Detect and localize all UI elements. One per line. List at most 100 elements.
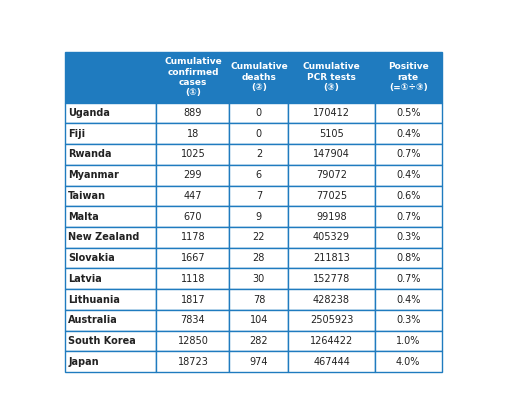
Bar xyxy=(288,123,374,144)
Text: 0.4%: 0.4% xyxy=(395,170,420,180)
Bar xyxy=(65,123,156,144)
Text: 0.7%: 0.7% xyxy=(395,274,420,284)
Text: 78: 78 xyxy=(252,294,265,304)
Text: Positive
rate
(=①÷③): Positive rate (=①÷③) xyxy=(387,63,428,92)
Text: Cumulative
PCR tests
(③): Cumulative PCR tests (③) xyxy=(302,63,360,92)
Text: 1817: 1817 xyxy=(180,294,205,304)
Bar xyxy=(65,102,156,123)
Text: 1025: 1025 xyxy=(180,150,205,160)
Bar xyxy=(229,331,288,352)
Text: 670: 670 xyxy=(183,212,202,222)
Bar xyxy=(156,102,229,123)
Bar xyxy=(65,165,156,186)
Bar xyxy=(229,102,288,123)
Text: 7: 7 xyxy=(256,191,262,201)
Text: 0.7%: 0.7% xyxy=(395,212,420,222)
Bar xyxy=(288,102,374,123)
Bar xyxy=(65,331,156,352)
Text: 0: 0 xyxy=(256,108,262,118)
Bar xyxy=(65,227,156,248)
Text: 1118: 1118 xyxy=(180,274,205,284)
Text: 28: 28 xyxy=(252,253,265,263)
Bar xyxy=(374,352,441,372)
Text: 2505923: 2505923 xyxy=(309,315,352,326)
Bar xyxy=(288,331,374,352)
Text: 6: 6 xyxy=(256,170,262,180)
Bar xyxy=(374,52,441,102)
Text: 22: 22 xyxy=(252,232,265,242)
Bar xyxy=(229,123,288,144)
Text: 99198: 99198 xyxy=(316,212,346,222)
Text: 18723: 18723 xyxy=(177,357,208,367)
Text: 2: 2 xyxy=(256,150,262,160)
Text: 5105: 5105 xyxy=(319,129,343,139)
Bar xyxy=(374,310,441,331)
Text: Australia: Australia xyxy=(68,315,118,326)
Text: Cumulative
confirmed
cases
(①): Cumulative confirmed cases (①) xyxy=(164,57,221,97)
Bar xyxy=(288,186,374,206)
Bar xyxy=(374,165,441,186)
Text: 0: 0 xyxy=(256,129,262,139)
Bar xyxy=(229,227,288,248)
Text: 428238: 428238 xyxy=(313,294,349,304)
Text: 18: 18 xyxy=(186,129,198,139)
Bar xyxy=(374,102,441,123)
Text: 405329: 405329 xyxy=(313,232,349,242)
Bar xyxy=(288,206,374,227)
Text: 1264422: 1264422 xyxy=(309,336,352,346)
Text: 889: 889 xyxy=(183,108,201,118)
Text: Cumulative
deaths
(②): Cumulative deaths (②) xyxy=(230,63,287,92)
Text: 0.3%: 0.3% xyxy=(395,315,420,326)
Text: Myanmar: Myanmar xyxy=(68,170,119,180)
Bar xyxy=(156,248,229,268)
Text: 30: 30 xyxy=(252,274,265,284)
Text: South Korea: South Korea xyxy=(68,336,136,346)
Bar xyxy=(229,165,288,186)
Text: 104: 104 xyxy=(249,315,268,326)
Bar xyxy=(229,268,288,289)
Text: 0.7%: 0.7% xyxy=(395,150,420,160)
Text: 147904: 147904 xyxy=(313,150,349,160)
Text: Japan: Japan xyxy=(68,357,99,367)
Text: 9: 9 xyxy=(256,212,262,222)
Text: Uganda: Uganda xyxy=(68,108,110,118)
Text: 0.5%: 0.5% xyxy=(395,108,420,118)
Bar xyxy=(288,310,374,331)
Text: Fiji: Fiji xyxy=(68,129,85,139)
Bar xyxy=(229,248,288,268)
Text: 282: 282 xyxy=(249,336,268,346)
Text: Slovakia: Slovakia xyxy=(68,253,115,263)
Bar xyxy=(156,165,229,186)
Text: 7834: 7834 xyxy=(180,315,205,326)
Bar xyxy=(229,352,288,372)
Bar xyxy=(288,248,374,268)
Bar xyxy=(374,144,441,165)
Bar xyxy=(374,227,441,248)
Text: Taiwan: Taiwan xyxy=(68,191,106,201)
Bar xyxy=(229,52,288,102)
Bar xyxy=(288,144,374,165)
Text: 974: 974 xyxy=(249,357,268,367)
Bar xyxy=(65,289,156,310)
Bar xyxy=(229,289,288,310)
Text: 0.6%: 0.6% xyxy=(395,191,420,201)
Text: 211813: 211813 xyxy=(313,253,349,263)
Bar xyxy=(374,289,441,310)
Text: 467444: 467444 xyxy=(313,357,349,367)
Bar xyxy=(288,165,374,186)
Text: Rwanda: Rwanda xyxy=(68,150,112,160)
Bar xyxy=(156,310,229,331)
Bar xyxy=(65,268,156,289)
Bar xyxy=(374,268,441,289)
Text: 299: 299 xyxy=(183,170,202,180)
Text: 0.3%: 0.3% xyxy=(395,232,420,242)
Bar xyxy=(65,144,156,165)
Text: Lithuania: Lithuania xyxy=(68,294,120,304)
Bar xyxy=(374,186,441,206)
Bar xyxy=(288,52,374,102)
Bar xyxy=(229,186,288,206)
Bar xyxy=(288,352,374,372)
Text: 0.4%: 0.4% xyxy=(395,129,420,139)
Bar xyxy=(156,227,229,248)
Text: 0.4%: 0.4% xyxy=(395,294,420,304)
